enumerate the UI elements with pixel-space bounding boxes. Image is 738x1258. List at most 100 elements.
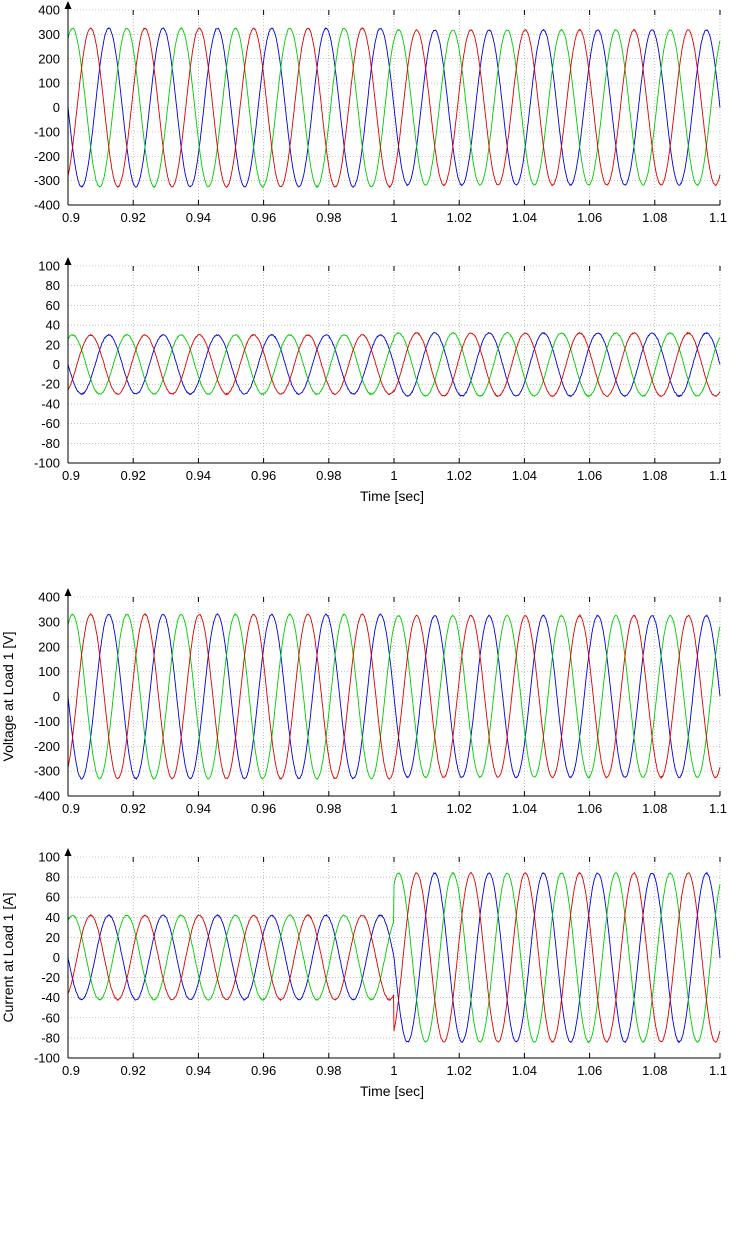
x-tick-label: 0.96 [251, 1063, 276, 1078]
y-tick-label: -100 [34, 456, 60, 471]
y-tick-label: -40 [41, 396, 60, 411]
series-line-phase_b [67, 871, 721, 1044]
x-tick-label: 0.9 [62, 1063, 80, 1078]
y-tick-label: 20 [46, 337, 60, 352]
y-tick-label: 200 [38, 639, 60, 654]
series-line-phase_a [67, 871, 721, 1044]
y-tick-label: -300 [34, 764, 60, 779]
x-tick-label: 1 [390, 468, 397, 483]
x-tick-label: 1 [390, 801, 397, 816]
series-line-phase_b [67, 613, 721, 780]
series-line-phase_c [67, 613, 721, 780]
x-tick-label: 1.1 [709, 210, 727, 225]
x-tick-label: 0.92 [121, 468, 146, 483]
x-tick-label: 0.94 [186, 210, 211, 225]
x-tick-label: 0.9 [62, 210, 80, 225]
y-tick-label: -400 [34, 198, 60, 213]
y-tick-label: -100 [34, 714, 60, 729]
x-tick-label: 1.02 [447, 468, 472, 483]
x-tick-label: 1.06 [577, 801, 602, 816]
y-tick-label: 400 [38, 3, 60, 18]
x-tick-label: 1.06 [577, 468, 602, 483]
x-tick-label: 1.08 [642, 468, 667, 483]
x-tick-label: 0.96 [251, 801, 276, 816]
series-line-phase_a [67, 331, 721, 398]
y-tick-label: -20 [41, 377, 60, 392]
x-tick-label: 1.02 [447, 1063, 472, 1078]
y-tick-label: 100 [38, 76, 60, 91]
x-tick-label: 1.08 [642, 801, 667, 816]
y-tick-label: -80 [41, 1030, 60, 1045]
y-tick-label: -100 [34, 1051, 60, 1066]
y-tick-label: 300 [38, 614, 60, 629]
chart-3: 0.9 0.92 0.94 0.96 0.98 1 1.02 1.04 1.06 1.08 1.1 4… [0, 588, 727, 816]
x-tick-label: 0.96 [251, 468, 276, 483]
x-tick-label: 0.98 [316, 468, 341, 483]
y-tick-label: -200 [34, 149, 60, 164]
x-tick-label: 1.08 [642, 210, 667, 225]
y-axis-arrow-icon [64, 588, 72, 596]
chart-2: 0.9 0.92 0.94 0.96 0.98 1 1.02 1.04 1.06 1.08 1.1 1… [34, 257, 727, 504]
y-tick-label: 40 [46, 318, 60, 333]
x-tick-label: 0.98 [316, 801, 341, 816]
x-tick-label: 1.02 [447, 801, 472, 816]
chart-1: 0.9 0.92 0.94 0.96 0.98 1 1.02 1.04 1.06 1.08 1.1 4… [34, 1, 727, 225]
y-tick-label: 0 [53, 100, 60, 115]
x-tick-label: 0.9 [62, 468, 80, 483]
y-tick-label: 0 [53, 357, 60, 372]
x-tick-label: 0.9 [62, 801, 80, 816]
x-tick-label: 0.94 [186, 468, 211, 483]
x-tick-label: 1.02 [447, 210, 472, 225]
x-tick-label: 1.04 [512, 801, 537, 816]
x-tick-label: 0.94 [186, 1063, 211, 1078]
y-tick-label: -100 [34, 124, 60, 139]
x-axis-title: Time [sec] [360, 1083, 424, 1099]
y-axis-arrow-icon [64, 1, 72, 9]
y-tick-label: 0 [53, 950, 60, 965]
y-tick-label: 60 [46, 890, 60, 905]
x-tick-label: 1.04 [512, 1063, 537, 1078]
y-tick-label: -60 [41, 416, 60, 431]
y-tick-label: -80 [41, 436, 60, 451]
y-tick-label: 100 [38, 664, 60, 679]
y-tick-label: 20 [46, 930, 60, 945]
x-tick-label: 1.04 [512, 210, 537, 225]
y-tick-label: 100 [38, 850, 60, 865]
y-axis-title: Voltage at Load 1 [V] [0, 632, 16, 762]
x-tick-label: 0.92 [121, 210, 146, 225]
y-tick-label: -400 [34, 789, 60, 804]
y-tick-label: 300 [38, 27, 60, 42]
y-tick-label: -200 [34, 739, 60, 754]
x-tick-label: 1 [390, 1063, 397, 1078]
x-tick-label: 1.06 [577, 210, 602, 225]
y-tick-label: 200 [38, 51, 60, 66]
series-line-phase_a [67, 613, 721, 780]
x-tick-label: 0.92 [121, 801, 146, 816]
y-tick-label: 100 [38, 259, 60, 274]
series-line-phase_c [67, 331, 721, 398]
x-tick-label: 1.08 [642, 1063, 667, 1078]
y-tick-label: 40 [46, 910, 60, 925]
y-tick-label: 400 [38, 590, 60, 605]
x-tick-label: 0.98 [316, 1063, 341, 1078]
y-tick-label: 0 [53, 689, 60, 704]
series-line-phase_c [67, 871, 721, 1043]
x-tick-label: 1.1 [709, 468, 727, 483]
y-tick-label: 80 [46, 278, 60, 293]
series-line-phase_a [67, 27, 721, 188]
y-axis-arrow-icon [64, 257, 72, 265]
x-tick-label: 0.94 [186, 801, 211, 816]
series-line-phase_b [67, 26, 721, 189]
chart-4: 0.9 0.92 0.94 0.96 0.98 1 1.02 1.04 1.06 1.08 1.1 1… [0, 848, 727, 1099]
y-tick-label: -20 [41, 970, 60, 985]
x-tick-label: 1.06 [577, 1063, 602, 1078]
y-tick-label: 60 [46, 298, 60, 313]
y-axis-arrow-icon [64, 848, 72, 856]
series-line-phase_b [67, 331, 721, 398]
x-tick-label: 0.96 [251, 210, 276, 225]
y-tick-label: 80 [46, 870, 60, 885]
y-axis-title: Current at Load 1 [A] [0, 893, 16, 1023]
x-tick-label: 0.92 [121, 1063, 146, 1078]
x-tick-label: 1.1 [709, 1063, 727, 1078]
